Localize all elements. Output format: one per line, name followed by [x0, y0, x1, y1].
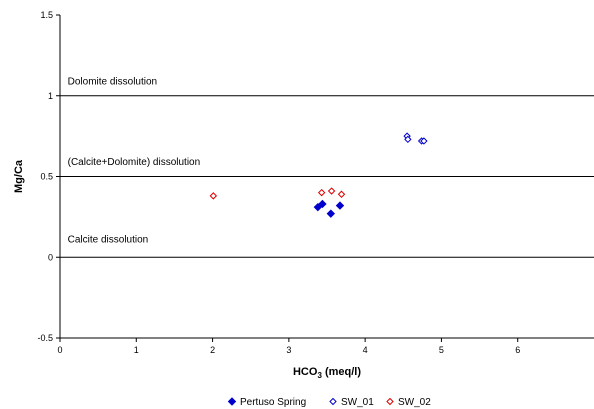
data-point [209, 192, 218, 200]
x-tick-label: 5 [439, 345, 444, 355]
legend-marker [386, 397, 394, 406]
x-tick-label: 0 [57, 345, 62, 355]
region-label: Dolomite dissolution [68, 76, 158, 87]
x-axis: 0 1 2 3 4 5 6 [57, 337, 594, 355]
data-point [313, 202, 323, 212]
y-tick-label: 0 [48, 252, 53, 262]
legend-label: Pertuso Spring [240, 397, 306, 408]
plot-area [60, 95, 594, 258]
data-markers [209, 132, 428, 218]
y-tick-label: 1.5 [40, 10, 53, 20]
x-tick-label: 1 [134, 345, 139, 355]
region-label: Calcite dissolution [68, 235, 149, 246]
x-axis-label-subscript: 3 [317, 371, 322, 380]
y-axis: -0.5 0 0.5 1 1.5 [37, 10, 61, 343]
data-point [404, 135, 412, 144]
annotations: Dolomite dissolution (Calcite+Dolomite) d… [68, 76, 201, 245]
y-tick-label: -0.5 [37, 333, 53, 343]
data-point [317, 188, 326, 197]
x-tick-label: 2 [210, 345, 215, 355]
data-point [337, 190, 346, 198]
x-tick-label: 3 [286, 345, 291, 355]
x-tick-label: 6 [515, 345, 520, 355]
data-point [327, 187, 336, 195]
data-point [335, 201, 345, 210]
legend-marker [329, 397, 337, 406]
legend: Pertuso Spring SW_01 SW_02 [227, 397, 431, 408]
data-point [326, 209, 336, 218]
legend-label: SW_02 [398, 397, 431, 408]
y-axis-label: Mg/Ca [13, 159, 25, 193]
legend-marker [227, 397, 237, 406]
x-tick-label: 4 [363, 345, 368, 355]
x-axis-label-unit: (meq/l) [322, 366, 361, 378]
y-tick-label: 0.5 [40, 172, 53, 182]
x-axis-label-main: HCO [293, 366, 318, 378]
legend-label: SW_01 [341, 397, 374, 408]
data-point [420, 137, 428, 145]
x-axis-label: HCO3 (meq/l) [293, 366, 361, 380]
data-point [318, 199, 327, 209]
region-label: (Calcite+Dolomite) dissolution [68, 157, 201, 168]
y-tick-label: 1 [48, 91, 53, 101]
